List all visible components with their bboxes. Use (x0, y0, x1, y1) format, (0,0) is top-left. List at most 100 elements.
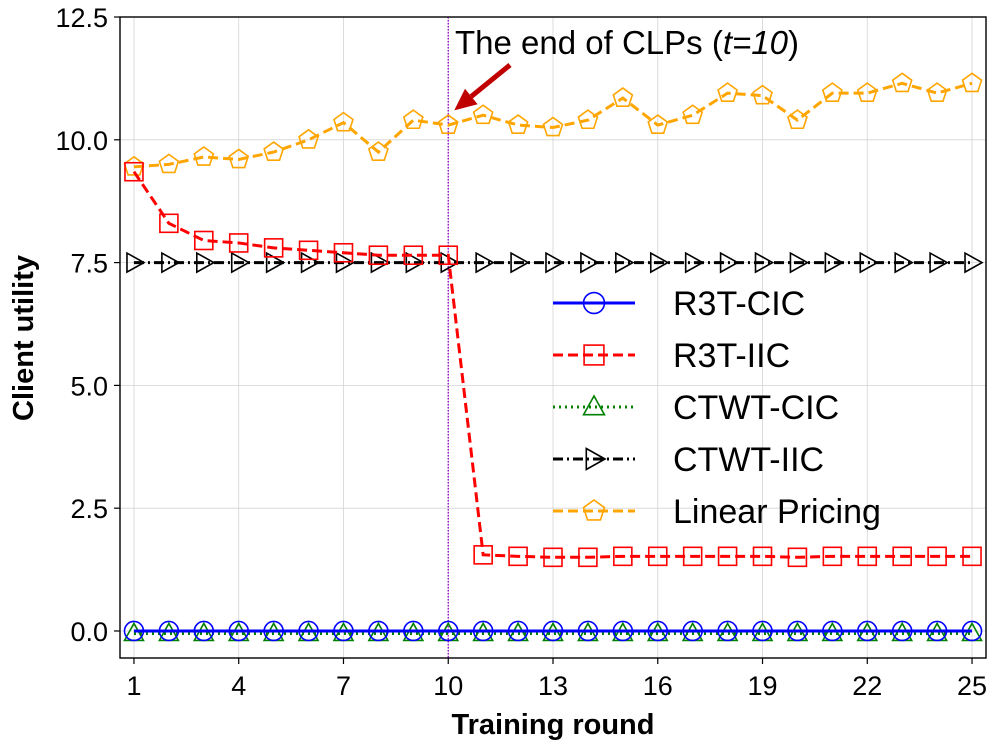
series-layer (123, 72, 984, 642)
data-point (403, 245, 424, 266)
data-point (754, 251, 775, 274)
data-point (510, 251, 530, 274)
y-tick-label: 12.5 (55, 3, 108, 33)
data-point (158, 153, 180, 174)
x-axis-title: Training round (452, 709, 655, 741)
data-point (298, 620, 319, 642)
data-point (263, 141, 285, 161)
data-point (612, 620, 634, 642)
series-r3t-cic (123, 620, 983, 642)
data-point (159, 213, 179, 234)
annotation-arrow-head (454, 88, 478, 111)
data-point (228, 620, 250, 642)
data-point (684, 251, 705, 274)
data-point (437, 114, 459, 134)
data-point (472, 620, 494, 642)
data-point (752, 620, 773, 642)
legend-marker (582, 291, 606, 315)
data-point (472, 104, 494, 125)
data-point (193, 146, 215, 166)
data-point (230, 251, 251, 274)
data-point (403, 620, 424, 642)
data-point (437, 620, 459, 642)
data-point (542, 116, 564, 137)
data-point (647, 114, 669, 134)
data-point (891, 620, 913, 642)
data-point (927, 546, 947, 567)
data-point (962, 546, 982, 567)
data-point (263, 238, 284, 258)
data-point (300, 251, 321, 274)
data-point (857, 546, 878, 567)
data-point (752, 546, 773, 567)
data-point (402, 109, 424, 130)
data-point (124, 161, 144, 182)
data-point (333, 111, 354, 132)
data-point (126, 251, 146, 274)
x-tick-label: 7 (336, 671, 351, 701)
data-point (647, 620, 669, 642)
data-point (298, 128, 320, 149)
y-tick-label: 2.5 (70, 494, 108, 524)
data-point (298, 240, 319, 261)
legend-marker (583, 344, 605, 366)
data-point (615, 251, 635, 274)
annotation: The end of CLPs (t=10) (454, 24, 799, 111)
annotation-text: The end of CLPs (t=10) (455, 24, 799, 61)
data-point (647, 546, 668, 567)
data-point (263, 620, 284, 642)
grid (120, 16, 986, 658)
data-point (578, 547, 598, 568)
data-point (649, 251, 670, 274)
data-point (228, 233, 249, 253)
data-point (228, 148, 250, 169)
data-point (682, 546, 703, 567)
series-line (132, 170, 973, 559)
data-point (926, 82, 948, 103)
data-point (824, 251, 844, 274)
x-tick-label: 25 (957, 671, 987, 701)
data-point (787, 547, 808, 568)
data-point (333, 242, 354, 263)
data-point (787, 620, 808, 642)
data-point (335, 251, 356, 274)
data-point (161, 251, 181, 274)
x-tick-label: 13 (538, 671, 568, 701)
data-point (964, 251, 984, 274)
data-point (612, 87, 634, 107)
x-tick-label: 1 (126, 671, 141, 701)
legend-marker (582, 394, 606, 416)
data-point (545, 251, 565, 274)
data-point (856, 82, 878, 103)
legend: R3T-CIC R3T-IIC CTWT-CIC CTWT-IIC Linear Pri… (553, 285, 881, 531)
y-tick-label: 5.0 (70, 371, 108, 401)
data-point (507, 114, 529, 134)
data-point (196, 251, 216, 274)
data-point (123, 620, 145, 642)
data-point (475, 251, 495, 274)
data-point (438, 245, 459, 266)
data-point (752, 84, 773, 105)
data-point (717, 620, 738, 642)
data-point (368, 245, 389, 266)
data-point (719, 251, 740, 274)
data-point (405, 251, 425, 274)
data-point (508, 546, 528, 567)
data-point (265, 251, 286, 274)
ticks: 1 4 7 10 13 16 19 22 25 0.0 2.5 5.0 7.5 10.0 12.5 (55, 3, 987, 701)
data-point (926, 620, 948, 642)
data-point (542, 620, 564, 642)
data-point (682, 104, 704, 125)
y-tick-label: 7.5 (70, 249, 108, 279)
data-point (543, 547, 563, 568)
data-point (194, 230, 214, 251)
y-tick-label: 0.0 (70, 617, 108, 647)
data-point (892, 546, 912, 567)
legend-item: R3T-CIC (553, 285, 805, 323)
x-tick-label: 19 (747, 671, 777, 701)
legend-label: R3T-IIC (673, 337, 790, 375)
data-point (367, 141, 389, 161)
data-point (717, 546, 738, 567)
legend-item: CTWT-CIC (553, 389, 839, 427)
